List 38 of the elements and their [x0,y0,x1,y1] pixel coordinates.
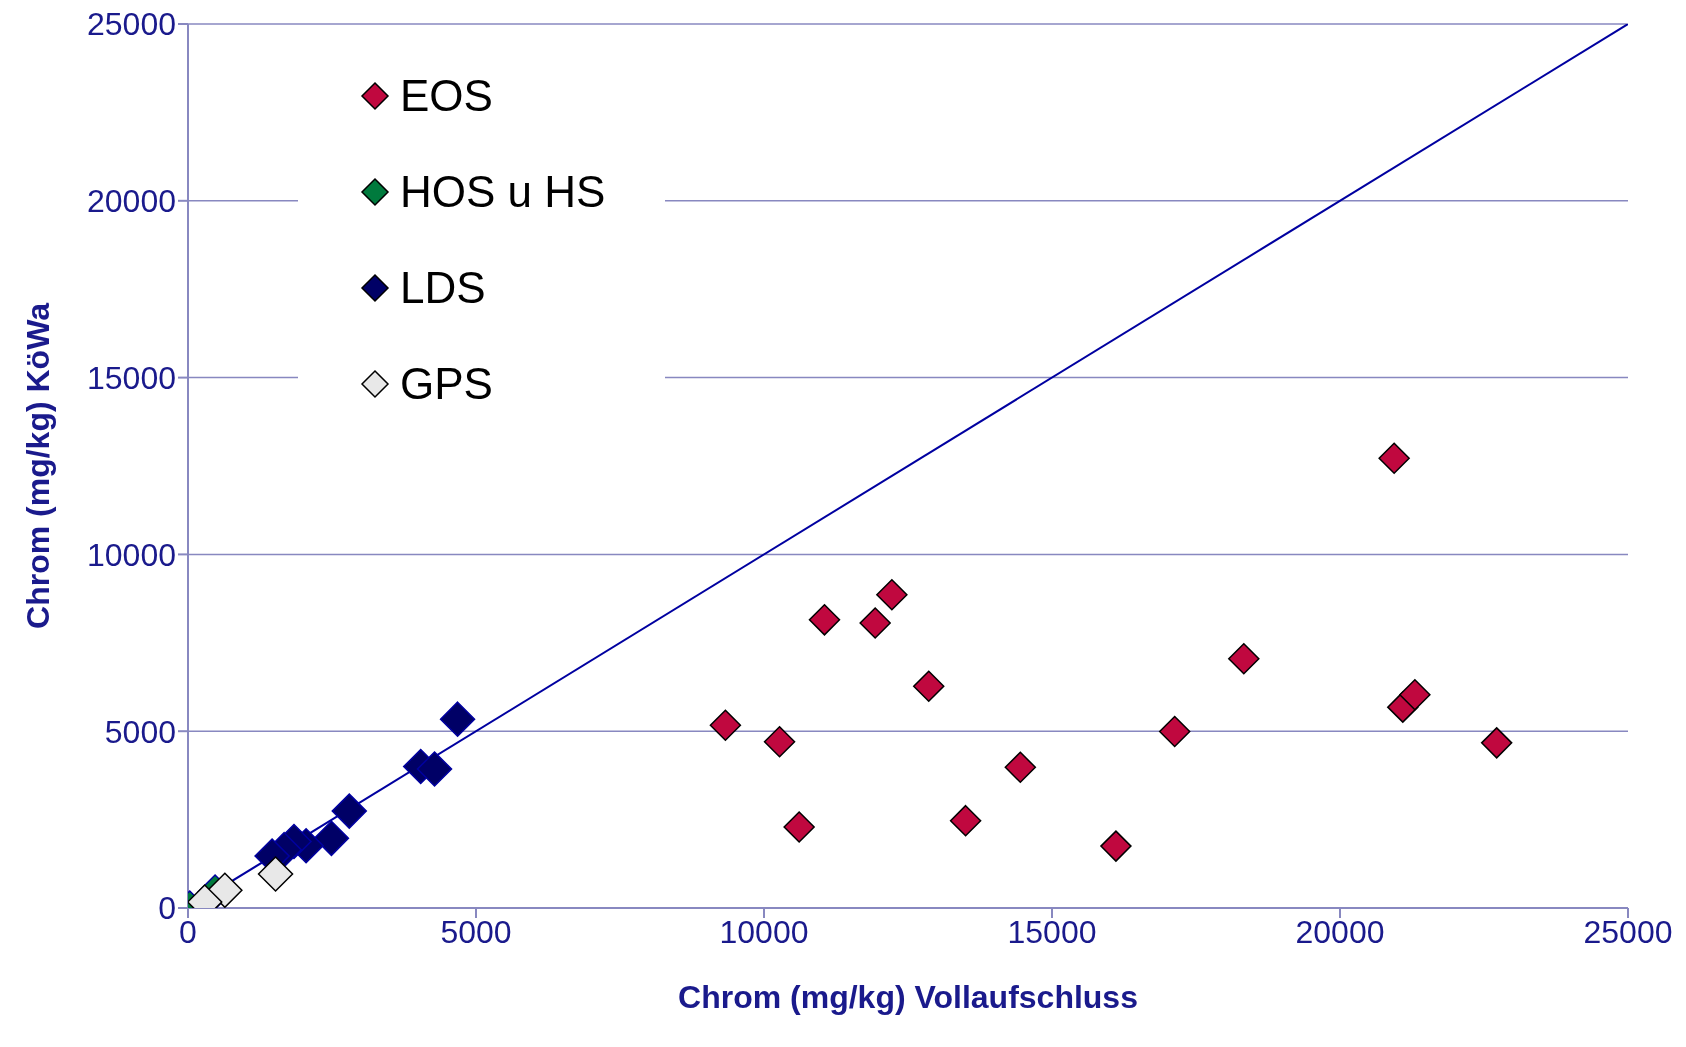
point [1378,442,1410,474]
point [876,578,908,611]
legend-label: HOS u HS [400,167,606,217]
x-axis-title: Chrom (mg/kg) Vollaufschluss [678,979,1138,1015]
point [1158,715,1191,748]
x-tick-label: 10000 [719,913,809,950]
point [257,856,294,892]
point [1100,830,1132,862]
legend-label: EOS [400,71,493,121]
point [313,820,350,857]
x-tick-label: 25000 [1583,913,1673,950]
y-tick-label: 10000 [87,536,176,573]
point [949,804,982,837]
point [1480,727,1513,759]
point [331,793,368,829]
x-tick-label: 15000 [1007,913,1097,950]
x-tick-label: 5000 [440,913,512,950]
point [763,726,796,758]
point [1004,751,1037,784]
point [783,811,815,843]
y-axis-title: Chrom (mg/kg) KöWa [20,302,57,629]
point [207,872,243,908]
point [1399,679,1431,711]
y-tick-label: 5000 [104,713,176,750]
y-tick-label: 15000 [87,359,176,396]
legend-label: GPS [400,359,493,409]
point [859,607,891,639]
point [416,751,453,787]
point [709,709,742,741]
legend-label: LDS [400,263,486,313]
y-tick-label: 20000 [87,183,176,220]
point [1228,642,1260,675]
point [912,670,945,703]
y-tick-label: 25000 [87,6,176,43]
point [439,701,476,737]
x-tick-label: 20000 [1295,913,1385,950]
point [808,604,841,636]
y-tick-label: 0 [158,890,176,927]
